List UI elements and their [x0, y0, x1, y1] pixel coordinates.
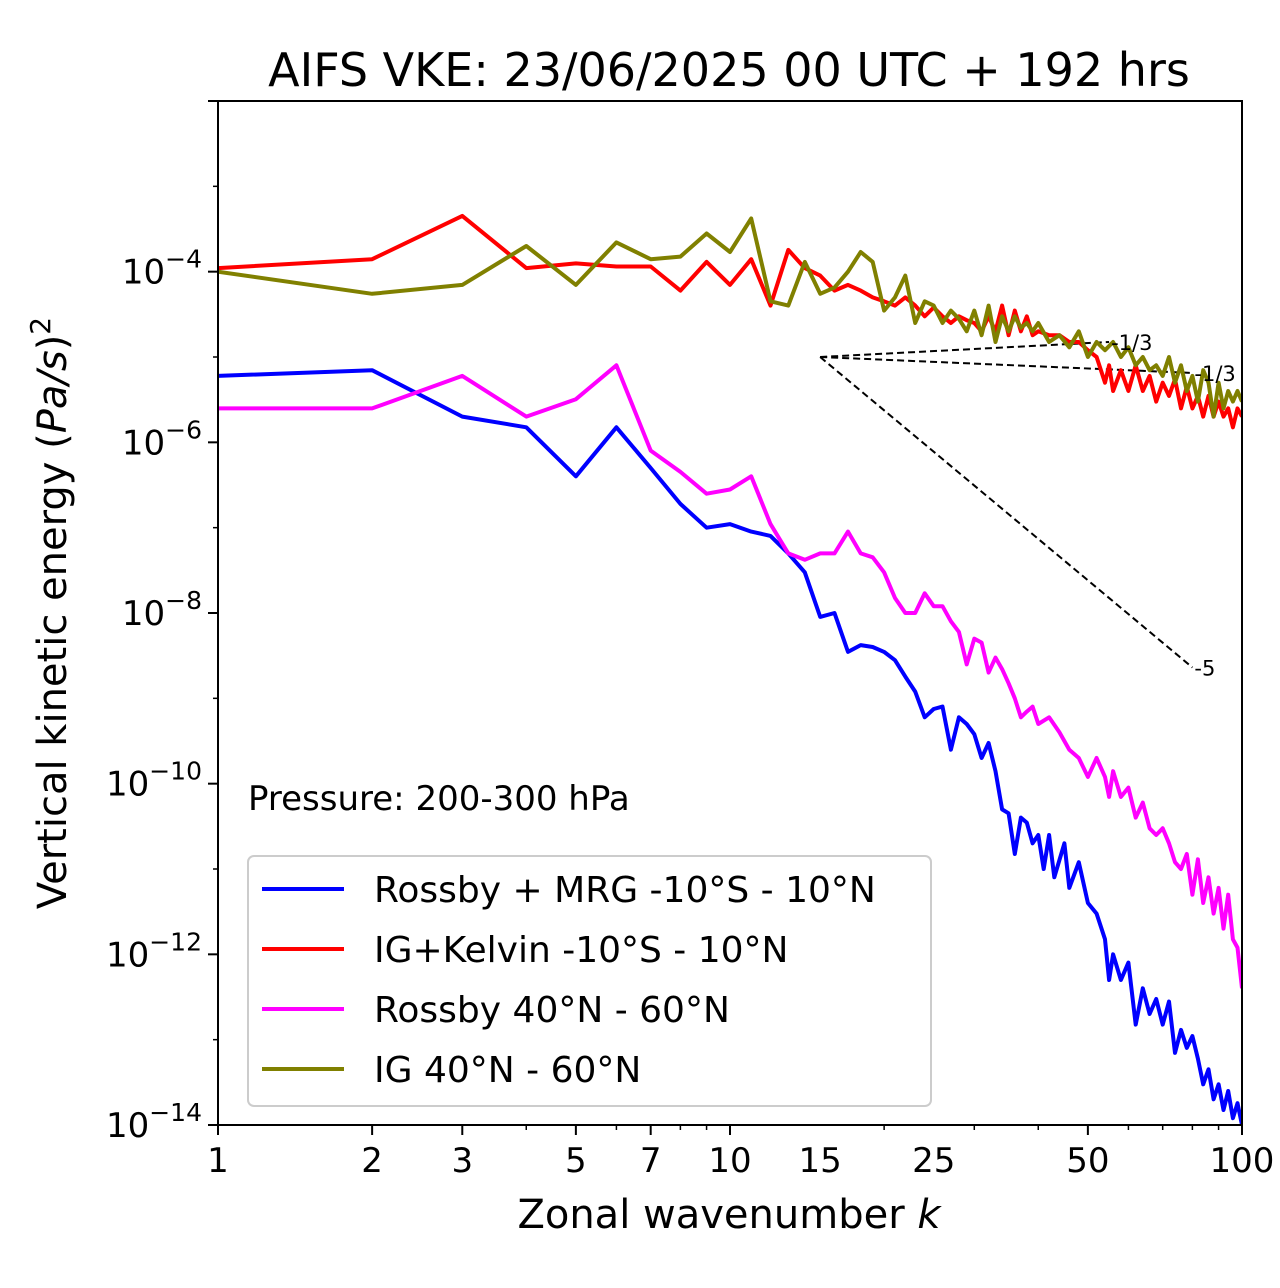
x-tick-label: 7 [640, 1141, 662, 1181]
x-tick-label: 15 [799, 1141, 842, 1181]
legend-box [247, 855, 932, 1107]
y-axis-title-close: ) [30, 335, 76, 351]
x-tick-label: 5 [565, 1141, 587, 1181]
y-axis: 10−4 10−6 10−8 10−10 10−12 10−14 [106, 100, 218, 1146]
reference-line-label-0: -1/3 [1111, 331, 1152, 355]
reference-line-label-1: -1/3 [1194, 362, 1235, 386]
series-line-1 [218, 213, 1242, 430]
series-line-3 [218, 216, 1242, 419]
y-tick-label: 10−14 [106, 1098, 202, 1146]
plot-area [218, 213, 1242, 1125]
x-tick-label: 2 [361, 1141, 383, 1181]
y-axis-title-unit: Pa/s [30, 350, 76, 433]
legend: Rossby + MRG -10°S - 10°N IG+Kelvin -10°S… [247, 855, 932, 1107]
y-axis-title: Vertical kinetic energy (Pa/s)2 [24, 317, 76, 909]
chart-title: AIFS VKE: 23/06/2025 00 UTC + 192 hrs [268, 43, 1190, 97]
y-tick-label: 10−4 [122, 245, 202, 293]
x-axis-title-var: k [917, 1192, 942, 1238]
reference-line-0 [820, 340, 1110, 358]
x-axis-title: Zonal wavenumber k [517, 1192, 942, 1238]
legend-label-2: Rossby 40°N - 60°N [374, 990, 730, 1031]
y-axis-title-text: Vertical kinetic energy ( [30, 433, 76, 909]
legend-label-1: IG+Kelvin -10°S - 10°N [374, 930, 788, 971]
x-tick-label: 3 [451, 1141, 473, 1181]
series-line-2 [218, 363, 1242, 989]
reference-line-1 [820, 356, 1193, 374]
x-tick-label: 100 [1210, 1141, 1275, 1181]
y-axis-title-exp: 2 [24, 317, 57, 335]
y-tick-label: 10−6 [122, 415, 202, 463]
reference-line-2 [819, 356, 1194, 669]
reference-line-label-2: -5 [1194, 656, 1215, 680]
x-axis: 1 2 3 5 7 10 15 25 50 100 [207, 1125, 1274, 1181]
y-tick-label: 10−8 [122, 586, 202, 634]
x-axis-title-text: Zonal wavenumber [517, 1192, 917, 1238]
x-tick-label: 1 [207, 1141, 229, 1181]
pressure-annotation: Pressure: 200-300 hPa [248, 779, 630, 819]
x-tick-label: 10 [708, 1141, 751, 1181]
x-tick-label: 25 [912, 1141, 955, 1181]
x-tick-label: 50 [1066, 1141, 1109, 1181]
y-tick-label: 10−12 [106, 927, 202, 975]
y-tick-label: 10−10 [106, 757, 202, 805]
legend-label-0: Rossby + MRG -10°S - 10°N [374, 870, 876, 911]
legend-label-3: IG 40°N - 60°N [374, 1050, 641, 1091]
